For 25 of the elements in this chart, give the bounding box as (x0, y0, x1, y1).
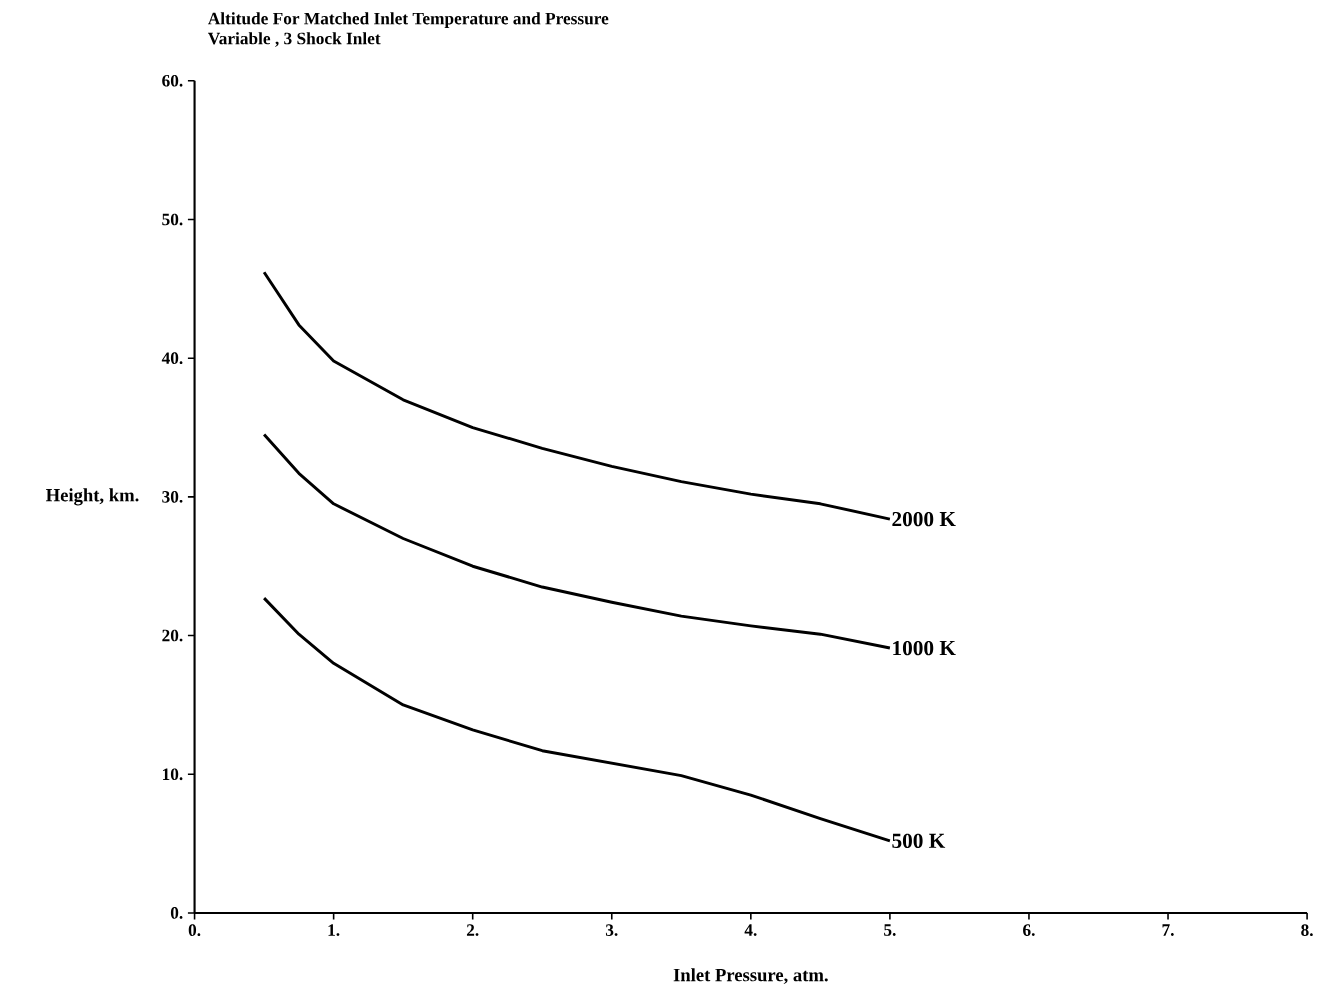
x-tick-label: 2. (466, 924, 479, 937)
x-tick-label: 5. (884, 924, 896, 936)
y-tick-label: 20. (162, 629, 183, 642)
series-label: 2000 K (892, 512, 956, 527)
y-axis-title: Height, km. (45, 488, 139, 506)
line-series (262, 270, 892, 521)
y-tick-label: 60. (162, 75, 183, 87)
series-label: 500 K (892, 833, 946, 849)
x-tick-label: 3. (605, 924, 618, 937)
y-tick-label: 30. (162, 491, 183, 503)
y-tick-label: 40. (161, 352, 183, 365)
x-tick-label: 7. (1162, 924, 1174, 936)
y-tick-label: 10. (162, 768, 183, 781)
series-label: 1000 K (893, 640, 956, 656)
chart-subtitle: Variable , 3 Shock Inlet (208, 32, 381, 47)
x-axis-title: Inlet Pressure, atm. (673, 968, 828, 985)
x-tick-label: 0. (188, 924, 201, 937)
x-tick-label: 6. (1023, 924, 1035, 937)
chart-title: Altitude For Matched Inlet Temperature and Pressure (207, 12, 609, 28)
y-tick-label: 50. (162, 213, 183, 226)
y-tick-label: 0. (170, 907, 183, 919)
x-tick-label: 4. (744, 924, 757, 937)
x-tick-label: 8. (1301, 924, 1313, 937)
line-series (262, 433, 892, 650)
x-tick-label: 1. (328, 924, 340, 937)
